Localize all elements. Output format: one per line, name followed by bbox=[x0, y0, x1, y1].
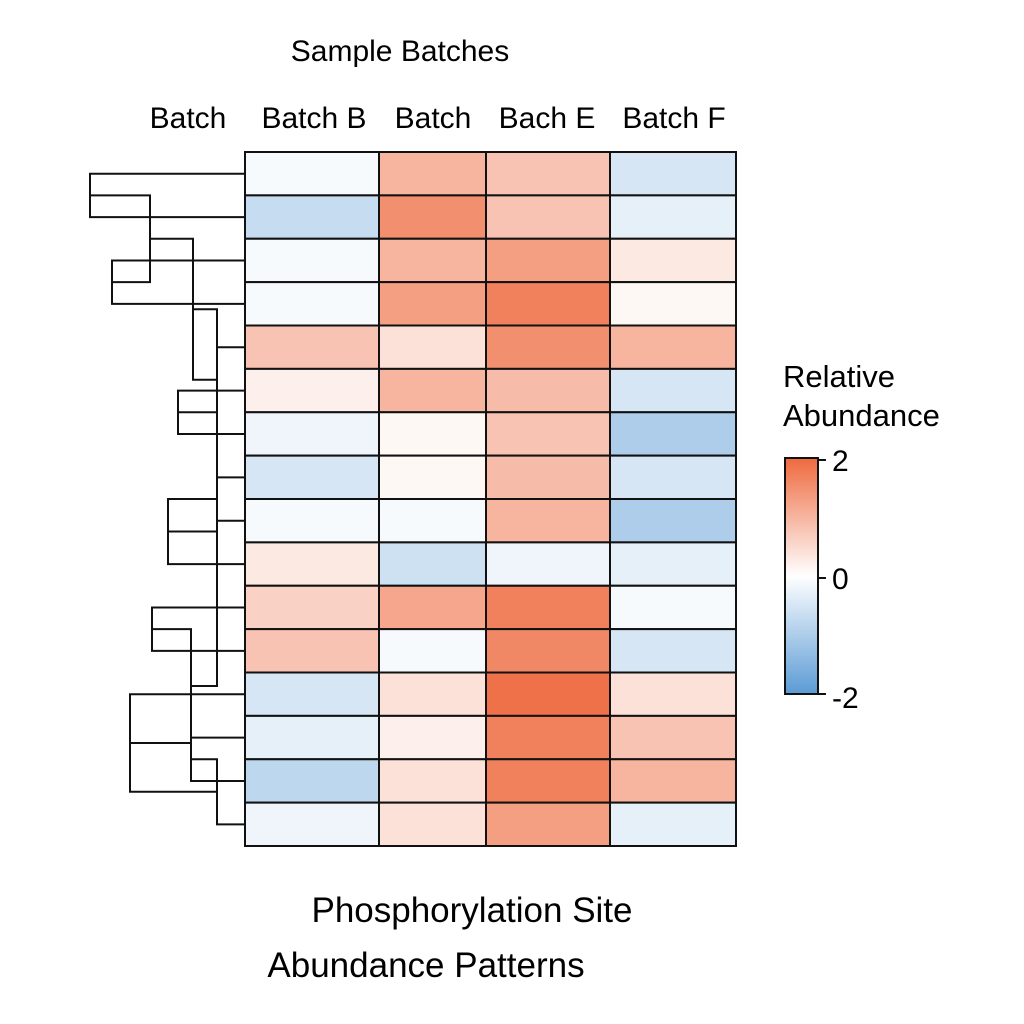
heatmap-cell-r15-c4 bbox=[609, 758, 737, 804]
heatmap-cell-r11-c3 bbox=[485, 584, 611, 631]
heatmap-cell-r5-c1 bbox=[244, 324, 380, 370]
colorbar-title-line-1: Relative bbox=[783, 359, 895, 394]
heatmap-cell-r9-c3 bbox=[485, 498, 611, 544]
heatmap-cell-r14-c2 bbox=[378, 714, 487, 761]
heatmap-cell-r12-c1 bbox=[244, 628, 380, 674]
heatmap-cell-r16-c4 bbox=[609, 801, 737, 847]
heatmap-cell-r5-c4 bbox=[609, 324, 737, 370]
heatmap-cell-r11-c2 bbox=[378, 584, 487, 631]
heatmap-cell-r7-c4 bbox=[609, 411, 737, 457]
colorbar: Relative Abundance 2 0 -2 bbox=[783, 359, 940, 715]
heatmap-cell-r15-c3 bbox=[485, 758, 611, 804]
row-dendrogram bbox=[89, 172, 245, 826]
subtitle-line-1: Phosphorylation Site bbox=[311, 891, 632, 930]
colorbar-title-line-2: Abundance bbox=[783, 398, 940, 433]
heatmap-cell-r16-c1 bbox=[244, 801, 380, 847]
dendrogram-branch bbox=[90, 194, 151, 284]
dendrogram-branch bbox=[130, 628, 192, 744]
colorbar-tick-high: 2 bbox=[832, 445, 849, 478]
column-labels: Batch Batch B Batch Bach E Batch F bbox=[150, 102, 726, 135]
heatmap-cell-r8-c4 bbox=[609, 454, 737, 500]
column-label-1: Batch bbox=[150, 102, 227, 135]
column-label-5: Batch F bbox=[622, 102, 725, 135]
heatmap-cell-r4-c4 bbox=[609, 281, 737, 327]
heatmap-cell-r6-c1 bbox=[244, 367, 380, 414]
heatmap-cells bbox=[244, 151, 737, 847]
heatmap-cell-r16-c2 bbox=[378, 801, 487, 847]
colorbar-gradient bbox=[784, 457, 819, 695]
heatmap-cell-r4-c2 bbox=[378, 281, 487, 327]
heatmap-cell-r8-c1 bbox=[244, 454, 380, 500]
heatmap-cell-r10-c3 bbox=[485, 541, 611, 587]
heatmap-cell-r12-c4 bbox=[609, 628, 737, 674]
heatmap-cell-r2-c4 bbox=[609, 194, 737, 240]
heatmap-cell-r14-c4 bbox=[609, 714, 737, 761]
heatmap-cell-r13-c2 bbox=[378, 671, 487, 717]
heatmap-cell-r6-c3 bbox=[485, 367, 611, 414]
heatmap-cell-r3-c1 bbox=[244, 237, 380, 284]
heatmap-cell-r4-c3 bbox=[485, 281, 611, 327]
heatmap-cell-r11-c1 bbox=[244, 584, 380, 631]
heatmap-cell-r1-c3 bbox=[485, 151, 611, 197]
heatmap-cell-r4-c1 bbox=[244, 281, 380, 327]
subtitle-line-2: Abundance Patterns bbox=[267, 946, 584, 985]
heatmap-cell-r14-c1 bbox=[244, 714, 380, 761]
heatmap-cell-r9-c1 bbox=[244, 498, 380, 544]
column-label-3: Batch bbox=[395, 102, 472, 135]
heatmap-cell-r8-c2 bbox=[378, 454, 487, 500]
heatmap-cell-r13-c4 bbox=[609, 671, 737, 717]
heatmap-cell-r16-c3 bbox=[485, 801, 611, 847]
heatmap-cell-r13-c3 bbox=[485, 671, 611, 717]
dendrogram-branch bbox=[191, 420, 218, 688]
heatmap-cell-r5-c3 bbox=[485, 324, 611, 370]
heatmap-cell-r1-c4 bbox=[609, 151, 737, 197]
heatmap-cell-r7-c1 bbox=[244, 411, 380, 457]
heatmap-cell-r7-c2 bbox=[378, 411, 487, 457]
heatmap-cell-r3-c2 bbox=[378, 237, 487, 284]
heatmap-cell-r9-c4 bbox=[609, 498, 737, 544]
heatmap-cell-r5-c2 bbox=[378, 324, 487, 370]
heatmap-cell-r3-c3 bbox=[485, 237, 611, 284]
heatmap-cell-r1-c1 bbox=[244, 151, 380, 197]
heatmap-cell-r6-c4 bbox=[609, 367, 737, 414]
heatmap-cell-r11-c4 bbox=[609, 584, 737, 631]
heatmap-cell-r15-c2 bbox=[378, 758, 487, 804]
heatmap-cell-r10-c2 bbox=[378, 541, 487, 587]
column-label-4: Bach E bbox=[499, 102, 596, 135]
heatmap-cell-r1-c2 bbox=[378, 151, 487, 197]
heatmap-cell-r12-c2 bbox=[378, 628, 487, 674]
heatmap-cell-r2-c2 bbox=[378, 194, 487, 240]
heatmap-cell-r3-c4 bbox=[609, 237, 737, 284]
heatmap-cell-r12-c3 bbox=[485, 628, 611, 674]
colorbar-tick-low: -2 bbox=[832, 682, 859, 715]
dendrogram-branch bbox=[168, 308, 218, 533]
heatmap-cell-r10-c1 bbox=[244, 541, 380, 587]
heatmap-cell-r14-c3 bbox=[485, 714, 611, 761]
colorbar-tick-mid: 0 bbox=[832, 563, 849, 596]
heatmap-cell-r2-c3 bbox=[485, 194, 611, 240]
heatmap-cell-r15-c1 bbox=[244, 758, 380, 804]
heatmap-cell-r10-c4 bbox=[609, 541, 737, 587]
heatmap-cell-r7-c3 bbox=[485, 411, 611, 457]
heatmap-cell-r2-c1 bbox=[244, 194, 380, 240]
column-label-2: Batch B bbox=[261, 102, 366, 135]
heatmap-cell-r13-c1 bbox=[244, 671, 380, 717]
chart-title: Sample Batches bbox=[291, 35, 509, 68]
dendrogram-branch bbox=[216, 476, 245, 522]
heatmap-cell-r9-c2 bbox=[378, 498, 487, 544]
heatmap-cell-r8-c3 bbox=[485, 454, 611, 500]
heatmap-cell-r6-c2 bbox=[378, 367, 487, 414]
